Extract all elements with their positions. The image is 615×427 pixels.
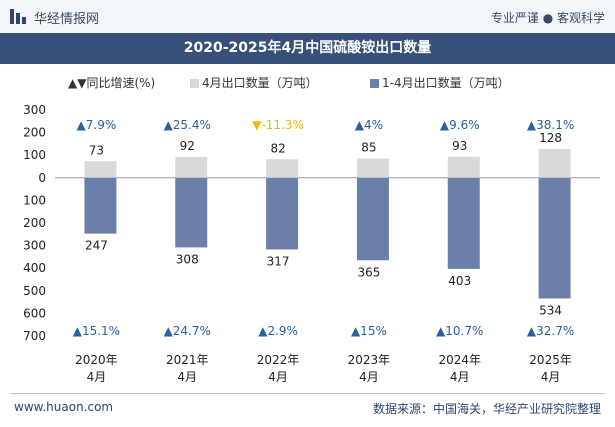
chart-title: 2020-2025年4月中国硫酸铵出口数量	[183, 40, 432, 56]
x-tick-label-year: 2021年	[166, 353, 209, 367]
y-tick-label: 400	[23, 261, 46, 275]
growth-april-label: ▲9.6%	[440, 118, 480, 132]
tagline: 专业严谨 ● 客观科学	[490, 11, 605, 25]
bar-april-2023	[356, 158, 389, 178]
bar-cumulative-2022	[266, 177, 299, 250]
value-label-cumulative: 403	[448, 274, 471, 288]
bar-cumulative-2021	[175, 177, 208, 248]
growth-cumulative-label: ▲15.1%	[73, 324, 120, 338]
value-label-april: 92	[180, 139, 195, 153]
bar-april-2025	[538, 148, 571, 178]
legend-cumulative-label: 1-4月出口数量（万吨）	[382, 76, 510, 90]
bar-cumulative-2023	[356, 177, 389, 261]
growth-april-label: ▲38.1%	[527, 118, 574, 132]
footer-website: www.huaon.com	[14, 400, 114, 414]
bar-april-2022	[266, 159, 299, 178]
legend-cumulative-swatch	[370, 79, 379, 88]
x-tick-label-month: 4月	[268, 370, 288, 384]
y-tick-label: 200	[23, 216, 46, 230]
legend-cumulative: 1-4月出口数量（万吨）	[370, 74, 510, 91]
brand-name: 华经情报网	[34, 12, 100, 27]
x-tick-label-year: 2024年	[438, 353, 481, 367]
y-tick-label: 0	[38, 171, 46, 185]
value-label-cumulative: 534	[539, 303, 562, 317]
y-tick-label: 500	[23, 284, 46, 298]
legend-april: 4月出口数量（万吨）	[190, 74, 318, 91]
bar-cumulative-2025	[538, 177, 571, 299]
value-label-cumulative: 308	[176, 252, 199, 266]
legend-growth-label: ▲▼同比增速(%)	[68, 76, 156, 90]
value-label-april: 85	[361, 141, 376, 155]
x-tick-label-month: 4月	[450, 370, 470, 384]
value-label-april: 73	[89, 143, 104, 157]
y-tick-label: 600	[23, 306, 46, 320]
growth-cumulative-label: ▲15%	[351, 324, 387, 338]
footer-source: 数据来源：中国海关，华经产业研究院整理	[372, 402, 601, 416]
value-label-april: 93	[452, 139, 467, 153]
legend-growth: ▲▼同比增速(%)	[68, 74, 155, 91]
x-tick-label-month: 4月	[177, 370, 197, 384]
x-tick-label-year: 2022年	[257, 353, 300, 367]
x-tick-label-month: 4月	[541, 370, 561, 384]
legend: ▲▼同比增速(%) 4月出口数量（万吨） 1-4月出口数量（万吨）	[0, 72, 615, 92]
legend-april-swatch	[190, 79, 199, 88]
x-tick-label-year: 2023年	[348, 353, 391, 367]
bar-april-2024	[447, 156, 480, 178]
footer-divider	[10, 393, 605, 394]
bar-april-2021	[175, 157, 208, 178]
top-bar: 华经情报网 专业严谨 ● 客观科学	[0, 0, 615, 33]
y-tick-label: 100	[23, 148, 46, 162]
y-tick-label: 100	[23, 193, 46, 207]
y-tick-label: 300	[23, 103, 46, 117]
bar-cumulative-2024	[447, 177, 480, 269]
y-tick-label: 700	[23, 329, 46, 343]
value-label-april: 82	[270, 141, 285, 155]
bar-cumulative-2020	[84, 177, 117, 234]
growth-cumulative-label: ▲24.7%	[164, 324, 211, 338]
y-tick-label: 300	[23, 239, 46, 253]
growth-april-label: ▼-11.3%	[252, 118, 304, 132]
growth-april-label: ▲7.9%	[77, 118, 117, 132]
growth-cumulative-label: ▲32.7%	[527, 324, 574, 338]
legend-april-label: 4月出口数量（万吨）	[202, 76, 318, 90]
x-tick-label-year: 2020年	[75, 353, 118, 367]
title-bar: 2020-2025年4月中国硫酸铵出口数量	[0, 33, 615, 64]
y-tick-label: 200	[23, 126, 46, 140]
value-label-cumulative: 247	[85, 239, 108, 253]
brand-logo-icon	[10, 9, 26, 24]
value-label-cumulative: 317	[267, 254, 290, 268]
x-tick-label-month: 4月	[359, 370, 379, 384]
growth-cumulative-label: ▲10.7%	[436, 324, 483, 338]
bar-april-2020	[84, 161, 117, 178]
growth-cumulative-label: ▲2.9%	[258, 324, 298, 338]
value-label-april: 128	[539, 131, 562, 145]
value-label-cumulative: 365	[357, 265, 380, 279]
x-tick-label-year: 2025年	[529, 353, 572, 367]
growth-april-label: ▲4%	[355, 118, 383, 132]
growth-april-label: ▲25.4%	[164, 118, 211, 132]
x-tick-label-month: 4月	[87, 370, 107, 384]
